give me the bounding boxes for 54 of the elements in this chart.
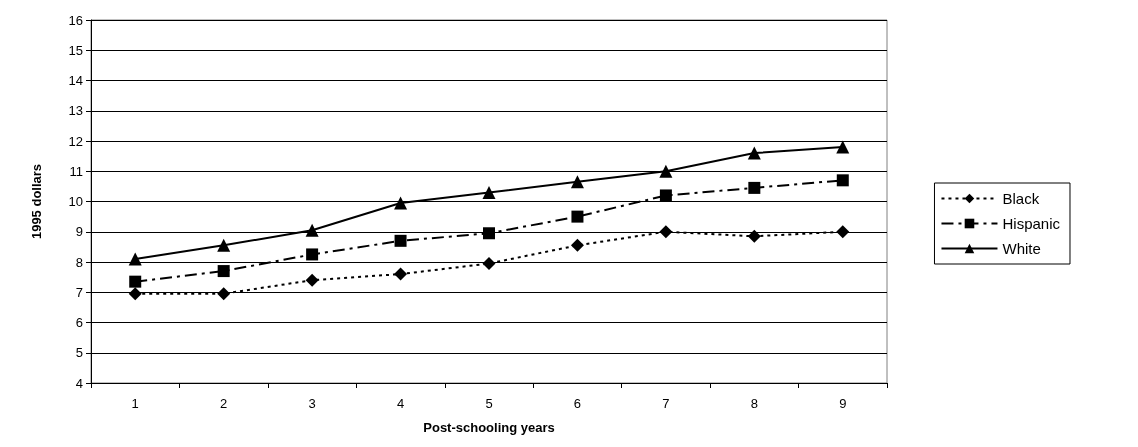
point — [394, 267, 408, 281]
point — [836, 140, 850, 154]
point — [306, 248, 319, 261]
point — [129, 275, 142, 288]
point — [394, 196, 408, 210]
x-tick-label: 7 — [662, 396, 670, 411]
x-tick-label: 9 — [839, 396, 847, 411]
point — [482, 257, 496, 271]
y-tick-label: 9 — [75, 224, 83, 240]
legend-label: Hispanic — [1002, 215, 1061, 232]
point — [570, 175, 584, 189]
y-tick-label: 7 — [75, 284, 83, 300]
y-tick-label: 16 — [68, 12, 83, 28]
point — [836, 174, 849, 187]
point — [747, 229, 761, 243]
y-tick-label: 5 — [75, 345, 83, 361]
y-axis-title: 1995 dollars — [29, 163, 44, 240]
x-tick-label: 4 — [396, 396, 405, 411]
point — [128, 252, 142, 266]
x-tick-label: 2 — [220, 396, 228, 411]
point — [570, 238, 584, 252]
y-tick-label: 6 — [75, 315, 83, 330]
point — [659, 164, 673, 178]
y-tick-label: 14 — [68, 73, 83, 88]
x-tick-label: 6 — [573, 396, 582, 411]
point — [482, 185, 496, 199]
y-tick-label: 8 — [75, 254, 83, 270]
point — [659, 189, 672, 202]
x-axis-title: Post-schooling years — [423, 420, 555, 435]
y-tick-label: 12 — [68, 133, 83, 149]
point — [659, 225, 673, 239]
legend-label: White — [1002, 240, 1041, 257]
y-tick-label: 15 — [68, 42, 83, 58]
legend-label: Black — [1002, 190, 1040, 207]
point — [305, 273, 319, 287]
point — [483, 227, 495, 240]
y-tick-label: 10 — [68, 194, 83, 209]
point — [748, 181, 761, 194]
point — [747, 146, 761, 160]
point — [571, 210, 584, 223]
x-tick-label: 1 — [131, 396, 139, 411]
point — [305, 223, 319, 237]
y-tick-label: 4 — [75, 375, 83, 391]
y-tick-label: 13 — [68, 103, 83, 119]
x-tick-label: 3 — [308, 396, 316, 411]
y-tick-label: 11 — [69, 163, 83, 179]
x-tick-label: 5 — [485, 396, 493, 411]
point — [217, 238, 231, 252]
point — [836, 225, 850, 239]
x-tick-label: 8 — [750, 396, 758, 411]
point — [394, 234, 407, 247]
point — [217, 287, 231, 301]
point — [128, 287, 142, 301]
point — [217, 265, 230, 278]
